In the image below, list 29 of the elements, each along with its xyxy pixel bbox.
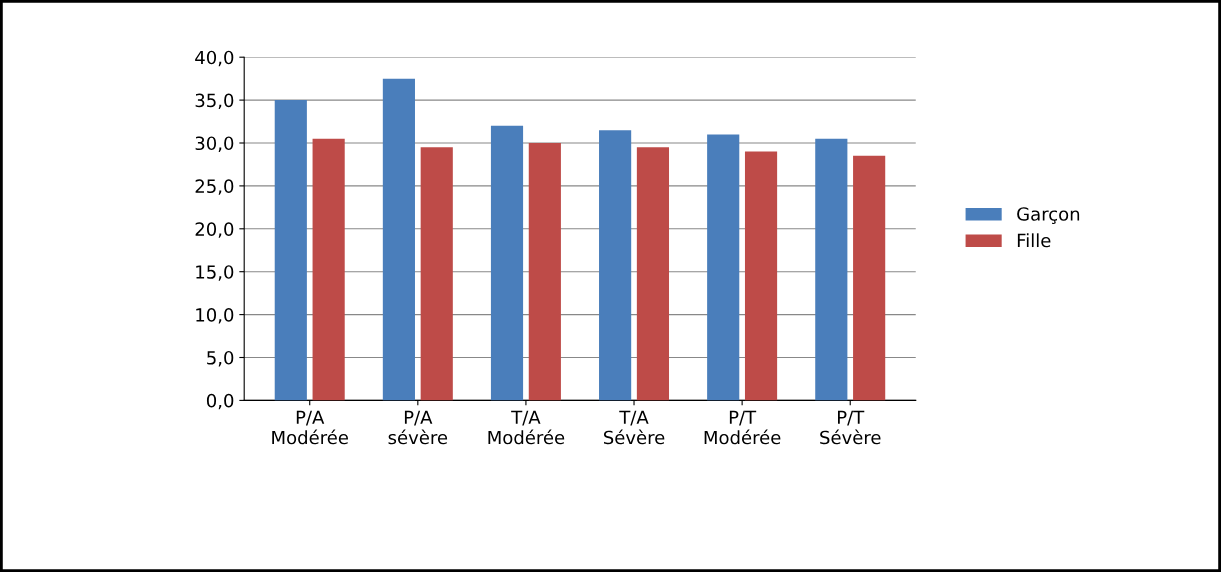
bar	[707, 134, 740, 401]
x-tick-label: P/A Modérée	[272, 410, 348, 445]
legend-label: Fille	[1017, 233, 1051, 248]
bar	[599, 130, 632, 401]
bar	[853, 155, 886, 401]
bar	[528, 143, 561, 401]
bar	[636, 147, 670, 401]
x-tick-label: P/A sévère	[388, 410, 448, 445]
y-tick-label: 10,0	[196, 308, 234, 324]
bar	[420, 147, 453, 401]
legend-label: Garçon	[1017, 207, 1080, 225]
x-tick-label: P/T Sévère	[820, 410, 881, 445]
x-tick-label: T/A Modérée	[488, 410, 565, 445]
y-tick-label: 40,0	[195, 50, 234, 67]
y-tick-label: 35,0	[195, 93, 234, 110]
bar	[274, 100, 307, 401]
bar	[815, 138, 848, 401]
bar	[382, 78, 415, 401]
bar	[312, 138, 345, 401]
y-tick-label: 15,0	[196, 265, 234, 281]
y-tick-label: 0,0	[206, 393, 234, 410]
y-tick-label: 20,0	[195, 222, 234, 238]
bar	[744, 151, 778, 401]
y-tick-label: 30,0	[195, 136, 234, 152]
y-tick-label: 5,0	[207, 350, 234, 367]
y-tick-label: 25,0	[195, 179, 234, 195]
x-tick-label: P/T Modérée	[704, 410, 781, 445]
x-tick-label: T/A Sévère	[603, 410, 665, 445]
bar	[490, 125, 524, 401]
